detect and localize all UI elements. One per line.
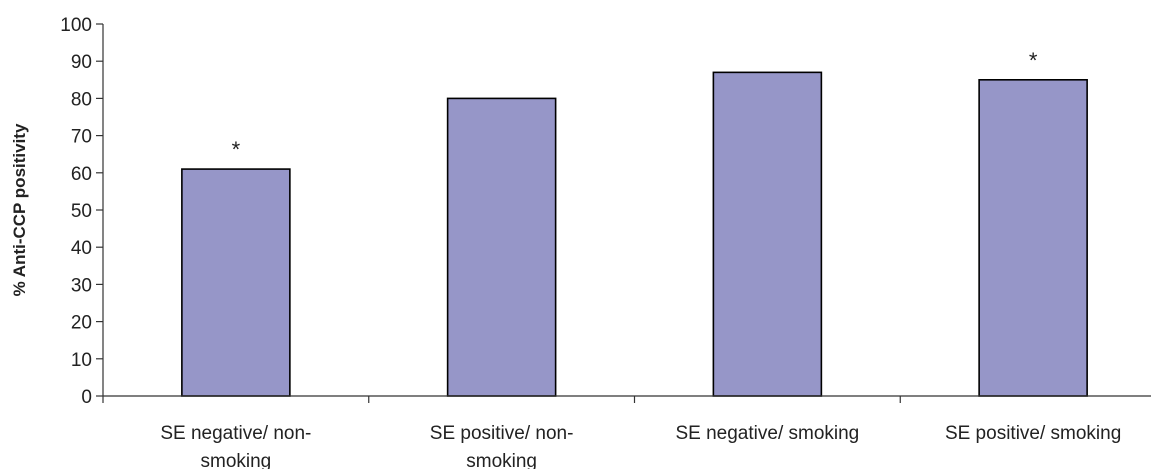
y-tick-label: 40 [71,238,92,259]
significance-asterisk: * [1029,48,1038,73]
bar [446,97,557,397]
y-tick-label: 70 [71,127,92,148]
y-tick-label: 100 [60,15,92,36]
bar [978,79,1088,397]
y-axis-title: % Anti-CCP positivity [10,123,29,296]
annotations: ** [232,48,1038,162]
x-axis: SE negative/ non-smoking SE positive/ non… [102,395,1151,469]
significance-asterisk: * [232,137,241,162]
y-tick-label: 10 [71,350,92,371]
x-category-label: SE negative/ smoking [675,423,859,444]
bars [181,71,1088,397]
x-category-label: smoking [201,451,272,469]
y-tick-label: 30 [71,275,92,296]
y-tick-label: 90 [71,52,92,73]
x-category-label: SE positive/ non- [430,423,574,444]
bar [181,168,291,397]
bar [712,71,823,397]
x-category-label: SE positive/ smoking [945,423,1121,444]
x-category-label: SE negative/ non- [160,423,311,444]
y-tick-label: 50 [71,201,92,222]
y-tick-label: 0 [81,387,92,408]
x-category-label: smoking [466,451,537,469]
y-tick-label: 20 [71,313,92,334]
y-tick-label: 60 [71,164,92,185]
y-tick-label: 80 [71,89,92,110]
y-axis: 0 10 20 30 40 50 60 70 80 90 100 [60,15,104,408]
